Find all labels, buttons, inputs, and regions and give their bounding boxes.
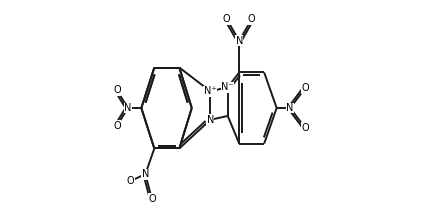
Text: N: N: [286, 103, 293, 113]
Text: N⁻: N⁻: [221, 82, 233, 92]
Text: N: N: [235, 36, 243, 46]
Text: O: O: [301, 83, 308, 93]
Text: N⁺: N⁺: [203, 86, 216, 96]
Text: O: O: [113, 85, 120, 95]
Text: O: O: [222, 14, 230, 24]
Text: O: O: [147, 194, 155, 204]
Text: N: N: [124, 103, 131, 113]
Text: N: N: [141, 169, 149, 179]
Text: N: N: [206, 115, 213, 125]
Text: O: O: [301, 123, 308, 133]
Text: O: O: [113, 121, 120, 131]
Text: O: O: [247, 14, 255, 24]
Text: O: O: [126, 176, 134, 186]
